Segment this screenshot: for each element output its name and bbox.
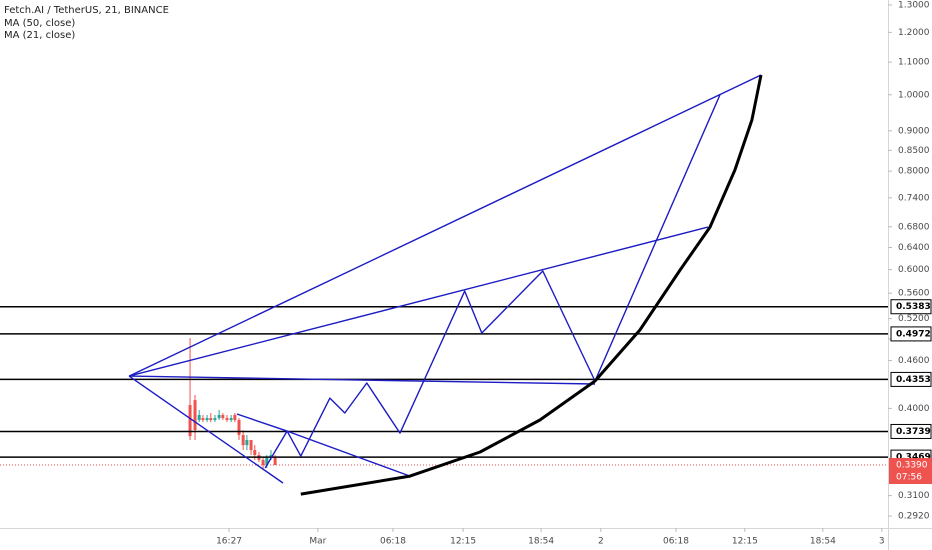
price-badge-label: 0.3739 xyxy=(896,427,931,437)
y-tick-label: 0.8500 xyxy=(898,146,930,156)
y-tick-label: 0.6800 xyxy=(898,222,930,232)
chart-title: Fetch.AI / TetherUS, 21, BINANCE xyxy=(4,5,169,16)
x-tick-label: 2 xyxy=(598,537,604,547)
x-tick-label: Mar xyxy=(309,537,326,547)
last-price-badge xyxy=(889,457,932,484)
candle-body xyxy=(217,415,221,419)
price-badge-label: 0.5383 xyxy=(896,302,931,312)
candle-body xyxy=(273,457,277,465)
x-tick-label: 12:15 xyxy=(732,537,758,547)
candle-body xyxy=(197,415,201,421)
candle-body xyxy=(253,450,257,456)
drawing-line xyxy=(264,94,721,469)
candle-body xyxy=(229,418,233,421)
price-badge xyxy=(890,423,932,439)
candle-body xyxy=(237,420,241,436)
y-tick-label: 0.7400 xyxy=(898,193,930,203)
drawing-line xyxy=(300,74,763,496)
drawing-line xyxy=(128,375,284,484)
candle-body xyxy=(221,415,225,419)
drawing-line xyxy=(129,375,596,385)
x-tick-label: 06:18 xyxy=(663,537,689,547)
candle-body xyxy=(225,418,229,421)
candle-body xyxy=(188,405,192,437)
y-tick-label: 0.4600 xyxy=(898,356,930,366)
y-tick-label: 0.6000 xyxy=(898,265,930,275)
candle-body xyxy=(265,457,269,466)
x-tick-label: 06:18 xyxy=(380,537,406,547)
candle-body xyxy=(241,435,245,446)
candle-body xyxy=(233,415,237,421)
y-tick-label: 0.9000 xyxy=(898,126,930,136)
candle-body xyxy=(205,418,209,421)
candle-body xyxy=(193,400,197,431)
x-tick-label: 18:54 xyxy=(528,537,554,547)
x-tick-label: 16:27 xyxy=(216,537,242,547)
last-price-label: 0.3390 xyxy=(896,460,928,470)
y-tick-label: 0.5200 xyxy=(898,314,930,324)
y-tick-label: 0.3100 xyxy=(898,491,930,501)
indicator-legend: MA (21, close) xyxy=(4,30,75,41)
y-tick-label: 0.5600 xyxy=(898,289,930,299)
drawing-line xyxy=(128,74,762,377)
drawing-line xyxy=(128,226,709,377)
y-tick-label: 1.0000 xyxy=(898,90,930,100)
x-tick-label: 12:15 xyxy=(450,537,476,547)
price-badge-label: 0.4353 xyxy=(896,375,931,385)
y-tick-label: 1.2000 xyxy=(898,28,930,38)
price-badge xyxy=(890,299,932,315)
candle-body xyxy=(209,418,213,421)
x-tick-label: 3 xyxy=(879,537,885,547)
price-badge-label: 0.4972 xyxy=(896,329,931,339)
price-badge xyxy=(890,326,932,342)
y-tick-label: 0.8000 xyxy=(898,167,930,177)
candle-body xyxy=(249,439,253,451)
indicator-legend: MA (50, close) xyxy=(4,18,75,29)
y-tick-label: 0.2920 xyxy=(898,512,930,522)
candle-body xyxy=(201,418,205,421)
y-tick-label: 1.3000 xyxy=(898,0,930,10)
bar-countdown: 07:56 xyxy=(896,472,922,482)
price-badge-label: 0.3469 xyxy=(896,453,931,463)
x-tick-label: 18:54 xyxy=(810,537,836,547)
price-badge xyxy=(890,371,932,387)
y-tick-label: 0.6400 xyxy=(898,243,930,253)
y-tick-label: 1.1000 xyxy=(898,58,930,68)
y-tick-label: 0.4000 xyxy=(898,404,930,414)
candle-body xyxy=(261,459,265,466)
candle-body xyxy=(213,418,217,421)
candle-body xyxy=(245,439,249,446)
